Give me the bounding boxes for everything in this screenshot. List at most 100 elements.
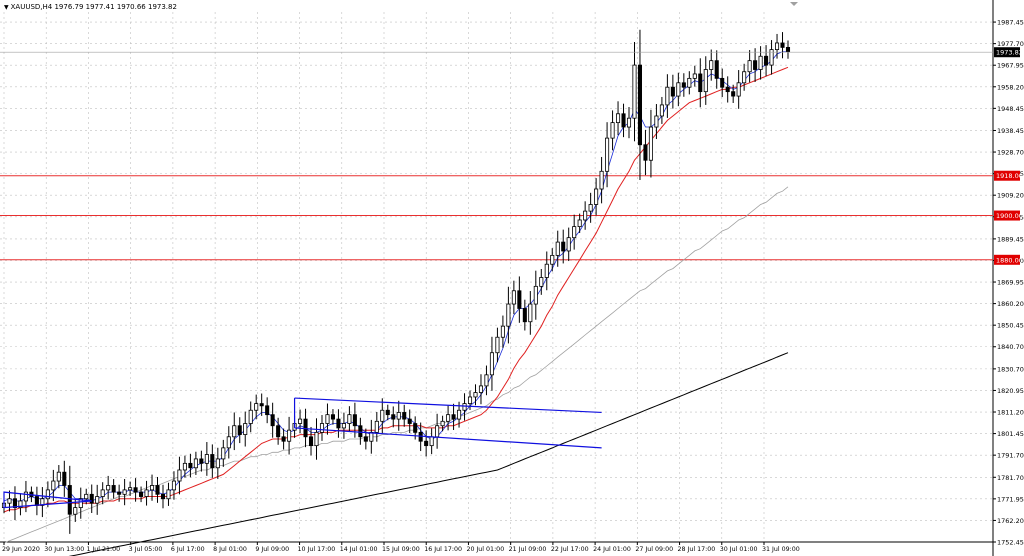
candle-body: [506, 303, 511, 327]
candle-body: [424, 440, 429, 447]
candle-body: [413, 423, 418, 433]
candle-body: [314, 431, 319, 447]
candle-body: [462, 403, 467, 411]
candle-body: [753, 60, 758, 70]
candle-body: [566, 237, 571, 252]
candle-body: [139, 491, 144, 497]
candle-body: [632, 64, 637, 119]
candle-body: [352, 414, 357, 427]
candle-body: [319, 423, 325, 433]
candle-body: [742, 71, 747, 84]
candle-body: [276, 425, 281, 438]
candle-body: [643, 144, 648, 161]
candle-body: [330, 414, 335, 420]
candle-body: [210, 454, 215, 469]
candle-body: [698, 73, 703, 93]
candle-body: [221, 447, 226, 460]
price-tick-label: 1938.45: [997, 127, 1024, 135]
candle-body: [369, 431, 374, 442]
candle-body: [298, 418, 303, 424]
candle-body: [336, 418, 341, 429]
candle-body: [561, 241, 566, 252]
candle-body: [687, 77, 692, 88]
candle-body: [385, 409, 390, 416]
candle-body: [133, 487, 138, 493]
level-price-tag-label: 1918.00: [996, 172, 1023, 180]
candle-body: [51, 480, 56, 491]
candle-body: [435, 425, 440, 438]
time-tick-label: 24 Jul 01:00: [593, 546, 631, 553]
candle-body: [533, 285, 538, 305]
candle-body: [265, 405, 270, 416]
candle-body: [489, 352, 494, 376]
channel-lower-line[interactable]: [294, 427, 602, 449]
price-tick-label: 1909.20: [997, 192, 1024, 200]
price-tick-label: 1781.70: [997, 474, 1024, 482]
candle-body: [325, 414, 330, 424]
price-tick-label: 1840.70: [997, 343, 1024, 351]
candle-body: [621, 113, 626, 128]
ma-long-line: [68, 352, 789, 556]
candle-body: [692, 73, 697, 79]
candle-body: [23, 491, 28, 502]
level-price-tag[interactable]: [994, 170, 1020, 181]
candle-body: [446, 414, 451, 422]
candle-body: [522, 308, 527, 323]
price-tick-label: 1820.95: [997, 387, 1024, 395]
candle-body: [358, 425, 363, 438]
candle-body: [171, 480, 176, 491]
price-tick-label: 1958.20: [997, 83, 1024, 91]
candle-body: [95, 496, 100, 504]
candle-body: [780, 42, 785, 48]
time-tick-label: 21 Jul 09:00: [509, 546, 547, 553]
candle-body: [654, 115, 659, 128]
candle-body: [341, 423, 346, 429]
candle-body: [232, 425, 237, 438]
candle-body: [215, 458, 220, 469]
level-price-tag[interactable]: [994, 254, 1020, 265]
candle-body: [676, 82, 681, 97]
candle-body: [177, 469, 182, 482]
candle-body: [149, 485, 155, 491]
candle-body: [363, 436, 368, 442]
channel-upper-line[interactable]: [294, 397, 602, 414]
candle-body: [440, 420, 445, 427]
candle-body: [100, 489, 105, 497]
candle-body: [84, 493, 89, 500]
candle-body: [720, 77, 725, 88]
price-tick-label: 1987.45: [997, 19, 1024, 27]
candle-body: [775, 42, 780, 51]
candle-body: [111, 485, 116, 493]
triangle-object[interactable]: [3, 491, 92, 509]
candle-body: [555, 241, 560, 256]
candle-body: [89, 493, 94, 504]
candle-body: [78, 498, 83, 508]
candle-body: [539, 277, 544, 287]
candle-body: [648, 126, 653, 161]
candle-body: [500, 325, 505, 338]
candle-body: [303, 418, 308, 438]
candle-body: [588, 204, 593, 212]
candle-body: [637, 64, 643, 146]
candle-body: [528, 303, 533, 323]
level-price-tag[interactable]: [994, 210, 1020, 221]
chart-menu-icon[interactable]: ▼: [4, 4, 9, 11]
candle-body: [226, 436, 231, 449]
time-tick-label: 31 Jul 09:00: [762, 546, 800, 553]
candle-body: [473, 392, 478, 398]
candle-body: [659, 104, 664, 117]
candle-body: [182, 462, 187, 471]
candle-body: [457, 409, 462, 420]
candle-body: [347, 414, 352, 424]
time-tick-label: 30 Jun 13:00: [44, 546, 84, 553]
candle-body: [270, 414, 275, 427]
chart-shift-icon[interactable]: [790, 2, 798, 6]
candle-body: [34, 496, 39, 506]
current-price-tag-label: 1973.82: [996, 49, 1023, 57]
candle-body: [73, 507, 78, 515]
candle-body: [204, 454, 209, 464]
time-tick-label: 22 Jul 17:00: [551, 546, 589, 553]
candle-body: [484, 374, 489, 387]
